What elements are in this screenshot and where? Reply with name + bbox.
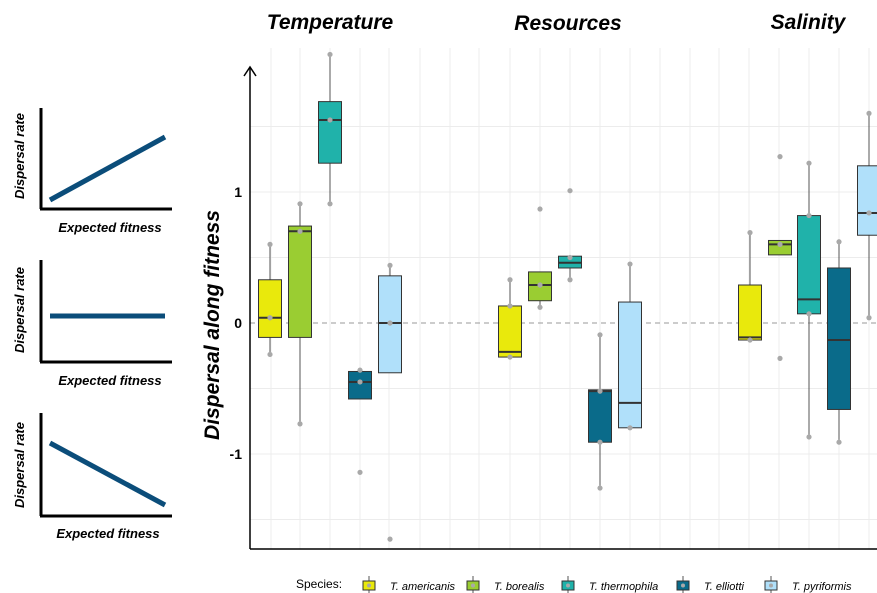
data-point <box>387 320 393 326</box>
box <box>318 101 342 164</box>
data-point <box>567 277 573 283</box>
y-tick-label: 0 <box>234 315 242 331</box>
box <box>348 370 372 400</box>
data-point <box>507 303 513 309</box>
data-point <box>836 439 842 445</box>
concept-plot-flat: Dispersal rate Expected fitness <box>12 260 172 388</box>
panel-title-resources: Resources <box>514 12 621 35</box>
y-axis-label: Dispersal along fitness <box>201 210 224 440</box>
legend: Species: T. americanis T. borealis T. ther… <box>296 576 852 593</box>
concept-xlabel: Expected fitness <box>58 220 161 235</box>
box <box>288 225 312 338</box>
concept-ylabel: Dispersal rate <box>12 267 27 353</box>
data-point <box>327 201 333 207</box>
legend-item: T. pyriformis <box>764 576 852 593</box>
legend-label: T. thermophila <box>589 581 658 593</box>
box-group-resources <box>498 188 642 491</box>
main-chart: Temperature Resources Salinity -1 0 1 Disp… <box>201 11 877 550</box>
data-point <box>597 388 603 394</box>
legend-key-point <box>566 583 570 588</box>
box-group-salinity <box>738 110 877 445</box>
data-point <box>806 434 812 440</box>
data-point <box>866 210 872 216</box>
concept-trend-line <box>48 134 167 203</box>
data-point <box>507 277 513 283</box>
data-point <box>297 201 303 207</box>
panel-title-salinity: Salinity <box>771 11 847 34</box>
data-point <box>327 117 333 123</box>
concept-ylabel: Dispersal rate <box>12 422 27 508</box>
data-point <box>747 230 753 236</box>
legend-item: T. americanis <box>362 576 456 593</box>
y-tick-label: -1 <box>230 446 243 462</box>
legend-label: T. americanis <box>390 581 456 593</box>
data-point <box>866 315 872 321</box>
box-group-temperature <box>258 51 402 542</box>
legend-title: Species: <box>296 577 342 591</box>
data-point <box>537 304 543 310</box>
legend-key-point <box>681 583 685 588</box>
box <box>498 305 522 358</box>
data-point <box>777 154 783 160</box>
data-point <box>597 332 603 338</box>
legend-label: T. borealis <box>494 581 545 593</box>
data-point <box>267 315 273 321</box>
data-point <box>297 421 303 427</box>
legend-items: T. americanis T. borealis T. thermophila T.… <box>362 576 852 593</box>
concept-xlabel: Expected fitness <box>58 373 161 388</box>
grid <box>250 48 877 549</box>
data-point <box>806 212 812 219</box>
legend-label: T. pyriformis <box>792 581 852 593</box>
box <box>588 389 612 443</box>
data-point <box>627 261 633 267</box>
legend-item: T. elliotti <box>676 576 745 593</box>
y-ticks: -1 0 1 <box>230 184 243 462</box>
data-point <box>597 439 603 445</box>
concept-plot-positive: Dispersal rate Expected fitness <box>12 108 172 235</box>
data-point <box>267 351 273 358</box>
legend-label: T. elliotti <box>704 581 745 593</box>
y-tick-label: 1 <box>234 184 242 200</box>
data-point <box>537 282 543 288</box>
data-point <box>866 110 872 116</box>
legend-item: T. thermophila <box>561 576 658 593</box>
concept-ylabel: Dispersal rate <box>12 113 27 199</box>
data-point <box>387 536 393 542</box>
panel-title-temperature: Temperature <box>267 11 394 34</box>
legend-key-point <box>367 583 371 588</box>
legend-item: T. borealis <box>466 576 545 593</box>
box-layer <box>258 51 877 542</box>
data-point <box>327 51 333 58</box>
data-point <box>357 367 363 373</box>
data-point <box>747 337 753 343</box>
data-point <box>777 355 783 361</box>
box <box>738 284 762 341</box>
data-point <box>627 425 633 431</box>
concept-xlabel: Expected fitness <box>56 526 159 541</box>
concept-trend-line <box>48 440 167 508</box>
box <box>258 279 282 338</box>
data-point <box>297 228 303 234</box>
data-point <box>777 241 783 247</box>
data-point <box>357 379 363 385</box>
data-point <box>567 254 573 261</box>
data-point <box>836 239 842 245</box>
data-point <box>806 311 812 317</box>
concept-plot-negative: Dispersal rate Expected fitness <box>12 413 172 541</box>
y-axis-arrow-icon <box>243 65 257 77</box>
data-point <box>267 241 273 247</box>
box <box>827 267 851 410</box>
data-point <box>806 160 812 166</box>
box <box>618 301 642 429</box>
legend-key-point <box>769 583 773 588</box>
data-point <box>537 206 543 212</box>
data-point <box>387 262 393 268</box>
data-point <box>567 188 573 194</box>
legend-key-point <box>471 583 475 588</box>
data-point <box>507 354 513 360</box>
data-point <box>357 469 363 475</box>
data-point <box>597 485 603 491</box>
box <box>857 165 877 236</box>
